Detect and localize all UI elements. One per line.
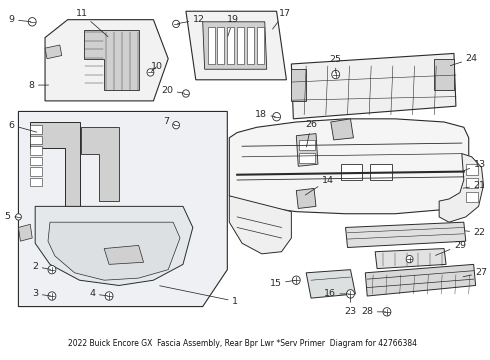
- Circle shape: [48, 265, 56, 274]
- Bar: [292, 69, 306, 101]
- Polygon shape: [19, 112, 227, 307]
- Bar: [30, 136, 42, 144]
- Text: 23: 23: [344, 297, 357, 316]
- Bar: [30, 167, 42, 176]
- Bar: [30, 125, 42, 134]
- Text: 12: 12: [177, 15, 205, 24]
- Circle shape: [346, 290, 354, 298]
- Circle shape: [332, 70, 340, 79]
- Polygon shape: [84, 30, 139, 90]
- Text: 29: 29: [436, 241, 466, 255]
- Text: 4: 4: [89, 289, 108, 298]
- Polygon shape: [48, 222, 180, 280]
- Polygon shape: [375, 248, 446, 269]
- Bar: [299, 140, 315, 150]
- Text: 13: 13: [463, 160, 486, 171]
- Text: 8: 8: [28, 81, 49, 90]
- Polygon shape: [296, 134, 318, 166]
- Text: 18: 18: [255, 110, 275, 119]
- Bar: [208, 27, 215, 64]
- Bar: [466, 164, 478, 175]
- Polygon shape: [365, 264, 476, 296]
- Text: 28: 28: [361, 307, 386, 316]
- Polygon shape: [306, 270, 355, 298]
- Polygon shape: [45, 45, 62, 59]
- Bar: [434, 59, 454, 90]
- Bar: [341, 164, 362, 180]
- Circle shape: [105, 292, 113, 300]
- Polygon shape: [186, 11, 287, 80]
- Polygon shape: [30, 122, 79, 206]
- Polygon shape: [35, 206, 193, 285]
- Bar: [218, 27, 224, 64]
- Polygon shape: [104, 246, 144, 264]
- Text: 22: 22: [465, 228, 486, 237]
- Bar: [30, 146, 42, 155]
- Text: 10: 10: [151, 62, 163, 72]
- Bar: [227, 27, 234, 64]
- Bar: [257, 27, 264, 64]
- Bar: [466, 192, 478, 202]
- Text: 9: 9: [8, 15, 31, 24]
- Text: 3: 3: [32, 289, 50, 298]
- Circle shape: [406, 255, 413, 263]
- Polygon shape: [345, 222, 466, 248]
- Polygon shape: [229, 119, 469, 214]
- Circle shape: [383, 308, 391, 316]
- Text: 20: 20: [161, 86, 185, 95]
- Circle shape: [182, 90, 189, 97]
- Polygon shape: [203, 22, 267, 69]
- Bar: [370, 164, 392, 180]
- Polygon shape: [292, 53, 456, 119]
- Polygon shape: [439, 154, 484, 222]
- Text: 26: 26: [305, 120, 317, 147]
- Circle shape: [172, 121, 179, 129]
- Bar: [30, 178, 42, 186]
- Polygon shape: [229, 196, 292, 254]
- Polygon shape: [81, 127, 119, 201]
- Circle shape: [48, 292, 56, 300]
- Circle shape: [293, 276, 300, 284]
- Circle shape: [28, 18, 36, 26]
- Polygon shape: [331, 119, 353, 140]
- Circle shape: [172, 20, 179, 28]
- Bar: [299, 153, 315, 163]
- Text: 5: 5: [4, 212, 17, 221]
- Circle shape: [272, 112, 281, 121]
- Text: 14: 14: [305, 176, 334, 195]
- Text: 17: 17: [272, 9, 291, 29]
- Text: 7: 7: [163, 117, 175, 126]
- Bar: [466, 178, 478, 188]
- Circle shape: [147, 69, 154, 76]
- Text: 15: 15: [270, 279, 295, 288]
- Text: 21: 21: [463, 181, 486, 190]
- Bar: [237, 27, 244, 64]
- Text: 16: 16: [324, 289, 349, 298]
- Text: 19: 19: [227, 15, 239, 36]
- Polygon shape: [296, 188, 316, 208]
- Text: 24: 24: [450, 54, 478, 66]
- Text: 6: 6: [8, 121, 37, 132]
- Bar: [247, 27, 254, 64]
- Text: 2: 2: [32, 262, 50, 271]
- Polygon shape: [19, 224, 32, 241]
- Text: 25: 25: [330, 55, 342, 73]
- Text: 1: 1: [160, 286, 238, 306]
- Polygon shape: [45, 20, 168, 101]
- Bar: [30, 157, 42, 165]
- Text: 27: 27: [463, 268, 488, 277]
- Circle shape: [16, 214, 22, 220]
- Text: 2022 Buick Encore GX  Fascia Assembly, Rear Bpr Lwr *Serv Primer  Diagram for 42: 2022 Buick Encore GX Fascia Assembly, Re…: [68, 339, 416, 348]
- Text: 11: 11: [75, 9, 108, 37]
